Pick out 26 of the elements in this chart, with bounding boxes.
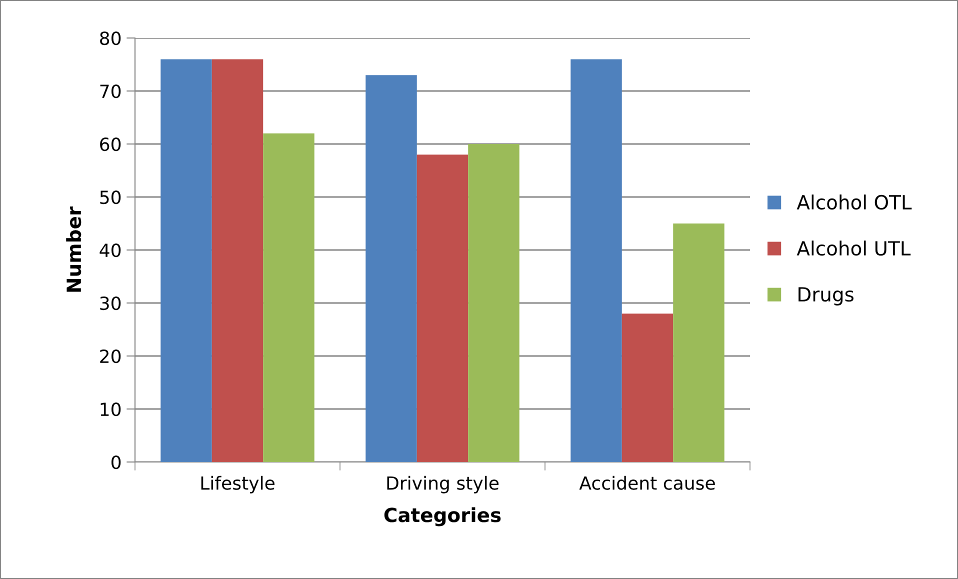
bar [673,224,724,462]
y-tick-label: 60 [100,137,121,152]
legend-label: Alcohol UTL [796,240,911,256]
y-tick-label: 50 [100,190,121,204]
y-tick-label: 0 [112,455,121,470]
x-tick-label: Accident cause [579,476,715,490]
x-tick-label: Lifestyle [201,476,274,494]
bar [570,59,622,462]
y-tick-label: 80 [100,31,121,46]
x-tick-label: Driving style [387,476,499,494]
bar [366,75,417,462]
legend-label: Drugs [798,287,854,306]
y-tick-label: 40 [100,243,121,258]
y-tick-label: 70 [100,84,121,98]
bar [622,314,674,462]
bar [212,59,264,462]
bar [468,144,520,462]
y-tick-label: 10 [100,402,121,416]
bar [416,154,468,462]
y-axis-title: Number [66,206,82,292]
bar [263,133,314,462]
bar [160,59,212,462]
y-tick-label: 20 [100,349,121,364]
x-axis-title: Categories [384,507,501,526]
y-tick-label: 30 [100,296,121,310]
legend-label: Alcohol OTL [796,194,912,210]
